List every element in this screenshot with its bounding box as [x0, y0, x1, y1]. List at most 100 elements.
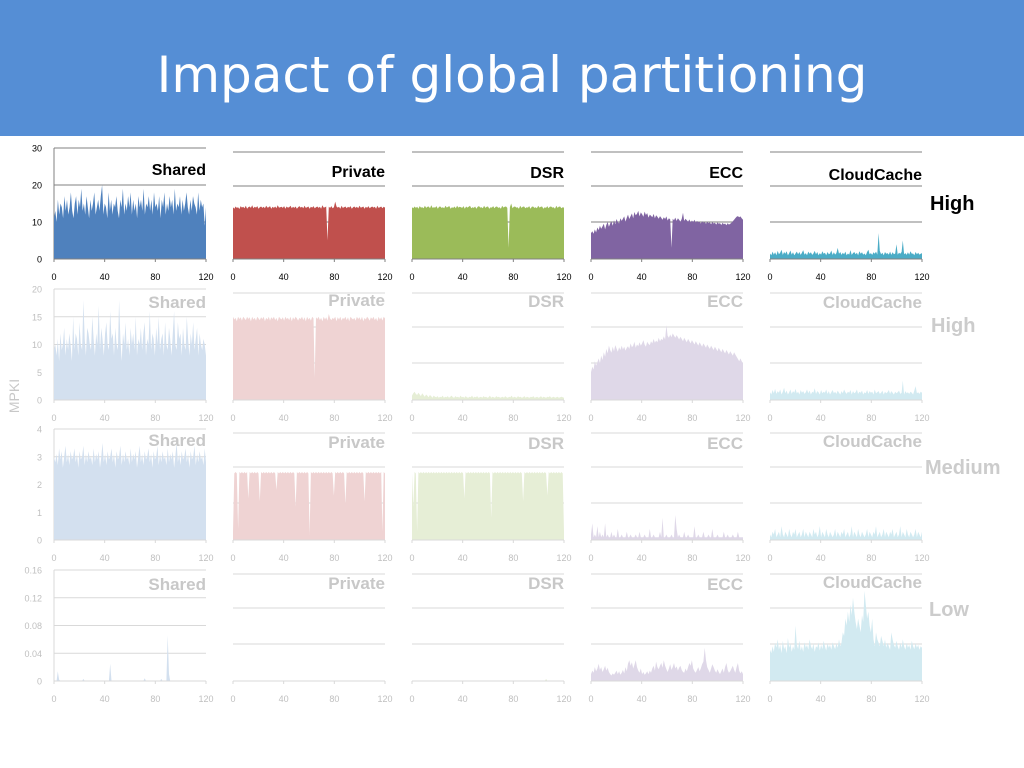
x-tick-label: 0	[230, 272, 235, 282]
series-area-private	[233, 314, 385, 400]
x-tick-label: 80	[866, 694, 876, 704]
chart-dsr-row1: 0 40 80 120 DSR	[409, 151, 572, 282]
x-tick-label: 80	[150, 694, 160, 704]
series-area-private	[233, 472, 385, 540]
chart-private-row2: 0 40 80 120 Private	[230, 291, 392, 423]
x-tick-label: 120	[377, 694, 392, 704]
x-tick-label: 0	[51, 413, 56, 423]
series-area-dsr	[412, 472, 564, 540]
series-area-dsr	[412, 203, 564, 259]
x-tick-label: 40	[458, 272, 468, 282]
x-tick-label: 40	[458, 553, 468, 563]
title-bar	[0, 0, 1024, 136]
y-tick-label: 20	[32, 181, 42, 191]
panel-title: Shared	[148, 293, 206, 312]
x-tick-label: 120	[735, 694, 750, 704]
y-tick-label: 10	[32, 340, 42, 350]
x-tick-label: 0	[230, 413, 235, 423]
chart-cloudcache-row3: 0 40 80 120 CloudCache	[767, 432, 929, 563]
y-tick-label: 0.12	[24, 593, 42, 603]
x-tick-label: 120	[914, 272, 929, 282]
x-tick-label: 40	[279, 553, 289, 563]
x-tick-label: 0	[409, 553, 414, 563]
x-tick-label: 40	[816, 553, 826, 563]
y-tick-label: 2	[37, 480, 42, 490]
x-tick-label: 80	[150, 272, 160, 282]
chart-cloudcache-row4: 0 40 80 120 CloudCache	[767, 573, 929, 704]
row-label-low: Low	[929, 599, 969, 621]
chart-ecc-row2: 0 40 80 120 ECC	[588, 292, 750, 423]
panel-title: Shared	[148, 575, 206, 594]
x-tick-label: 0	[767, 694, 772, 704]
x-tick-label: 120	[914, 694, 929, 704]
x-tick-label: 0	[767, 413, 772, 423]
x-tick-label: 80	[508, 694, 518, 704]
x-tick-label: 0	[51, 553, 56, 563]
y-tick-label: 0.04	[24, 649, 42, 659]
x-tick-label: 120	[198, 272, 213, 282]
x-tick-label: 40	[637, 553, 647, 563]
series-area-cloudcache	[770, 233, 922, 259]
x-tick-label: 40	[458, 694, 468, 704]
chart-shared-row4: 0 0.04 0.08 0.12 0.16 0 40 80 120 Shared	[24, 566, 213, 705]
chart-ecc-row1: 0 40 80 120 ECC	[588, 151, 751, 282]
y-tick-label: 0.16	[24, 566, 42, 576]
series-area-ecc	[591, 210, 743, 259]
x-tick-label: 120	[198, 413, 213, 423]
x-tick-label: 80	[687, 413, 697, 423]
row-label-high-1: High	[930, 193, 975, 215]
x-tick-label: 120	[556, 694, 571, 704]
x-tick-label: 40	[100, 553, 110, 563]
chart-ecc-row4: 0 40 80 120 ECC	[588, 573, 751, 704]
x-tick-label: 120	[198, 553, 213, 563]
x-tick-label: 0	[230, 694, 235, 704]
chart-ecc-row3: 0 40 80 120 ECC	[588, 432, 751, 563]
x-tick-label: 120	[377, 413, 392, 423]
panel-title: CloudCache	[823, 573, 922, 592]
x-tick-label: 40	[816, 413, 826, 423]
x-tick-label: 80	[329, 272, 339, 282]
x-tick-label: 80	[866, 553, 876, 563]
chart-dsr-row3: 0 40 80 120 DSR	[409, 432, 572, 563]
x-tick-label: 80	[687, 553, 697, 563]
x-tick-label: 0	[230, 553, 235, 563]
x-tick-label: 40	[816, 694, 826, 704]
panel-title: DSR	[528, 574, 564, 593]
slide-title: Impact of global partitioning	[156, 46, 868, 104]
x-tick-label: 0	[409, 272, 414, 282]
series-area-shared	[54, 185, 206, 259]
panel-title: DSR	[528, 292, 564, 311]
x-tick-label: 80	[329, 413, 339, 423]
panel-title: Private	[328, 291, 385, 310]
y-tick-label: 5	[37, 368, 42, 378]
x-tick-label: 120	[914, 413, 929, 423]
series-area-shared	[54, 635, 206, 681]
x-tick-label: 120	[735, 272, 750, 282]
row-label-medium: Medium	[925, 457, 1001, 479]
series-area-shared	[54, 442, 206, 540]
x-tick-label: 0	[588, 272, 593, 282]
chart-dsr-row2: 0 40 80 120 DSR	[409, 292, 571, 423]
panel-title: Shared	[148, 431, 206, 450]
panel-title: ECC	[707, 292, 743, 311]
series-area-cloudcache	[770, 380, 922, 400]
x-tick-label: 80	[687, 272, 697, 282]
series-area-ecc	[591, 647, 743, 681]
x-tick-label: 120	[556, 272, 571, 282]
y-tick-label: 0	[37, 536, 42, 546]
chart-private-row4: 0 40 80 120 Private	[230, 573, 393, 704]
x-tick-label: 120	[198, 694, 213, 704]
x-tick-label: 120	[735, 413, 750, 423]
series-area-dsr	[412, 391, 564, 400]
x-tick-label: 80	[687, 694, 697, 704]
x-tick-label: 40	[637, 694, 647, 704]
chart-cloudcache-row2: 0 40 80 120 CloudCache	[767, 292, 930, 423]
series-area-shared	[54, 300, 206, 400]
x-tick-label: 120	[735, 553, 750, 563]
chart-shared-row1: 0 10 20 30 0 40 80 120 Shared	[32, 144, 214, 283]
row-label-high-2: High	[931, 315, 976, 337]
chart-private-row3: 0 40 80 120 Private	[230, 432, 393, 563]
x-tick-label: 120	[914, 553, 929, 563]
panel-title: Private	[332, 164, 385, 181]
